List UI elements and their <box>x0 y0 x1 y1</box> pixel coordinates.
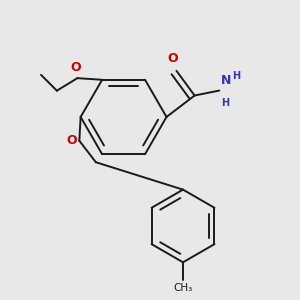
Text: O: O <box>67 134 77 147</box>
Text: CH₃: CH₃ <box>173 283 193 293</box>
Text: N: N <box>221 74 231 87</box>
Text: H: H <box>232 71 240 81</box>
Text: O: O <box>168 52 178 65</box>
Text: O: O <box>70 61 81 74</box>
Text: H: H <box>221 98 229 108</box>
